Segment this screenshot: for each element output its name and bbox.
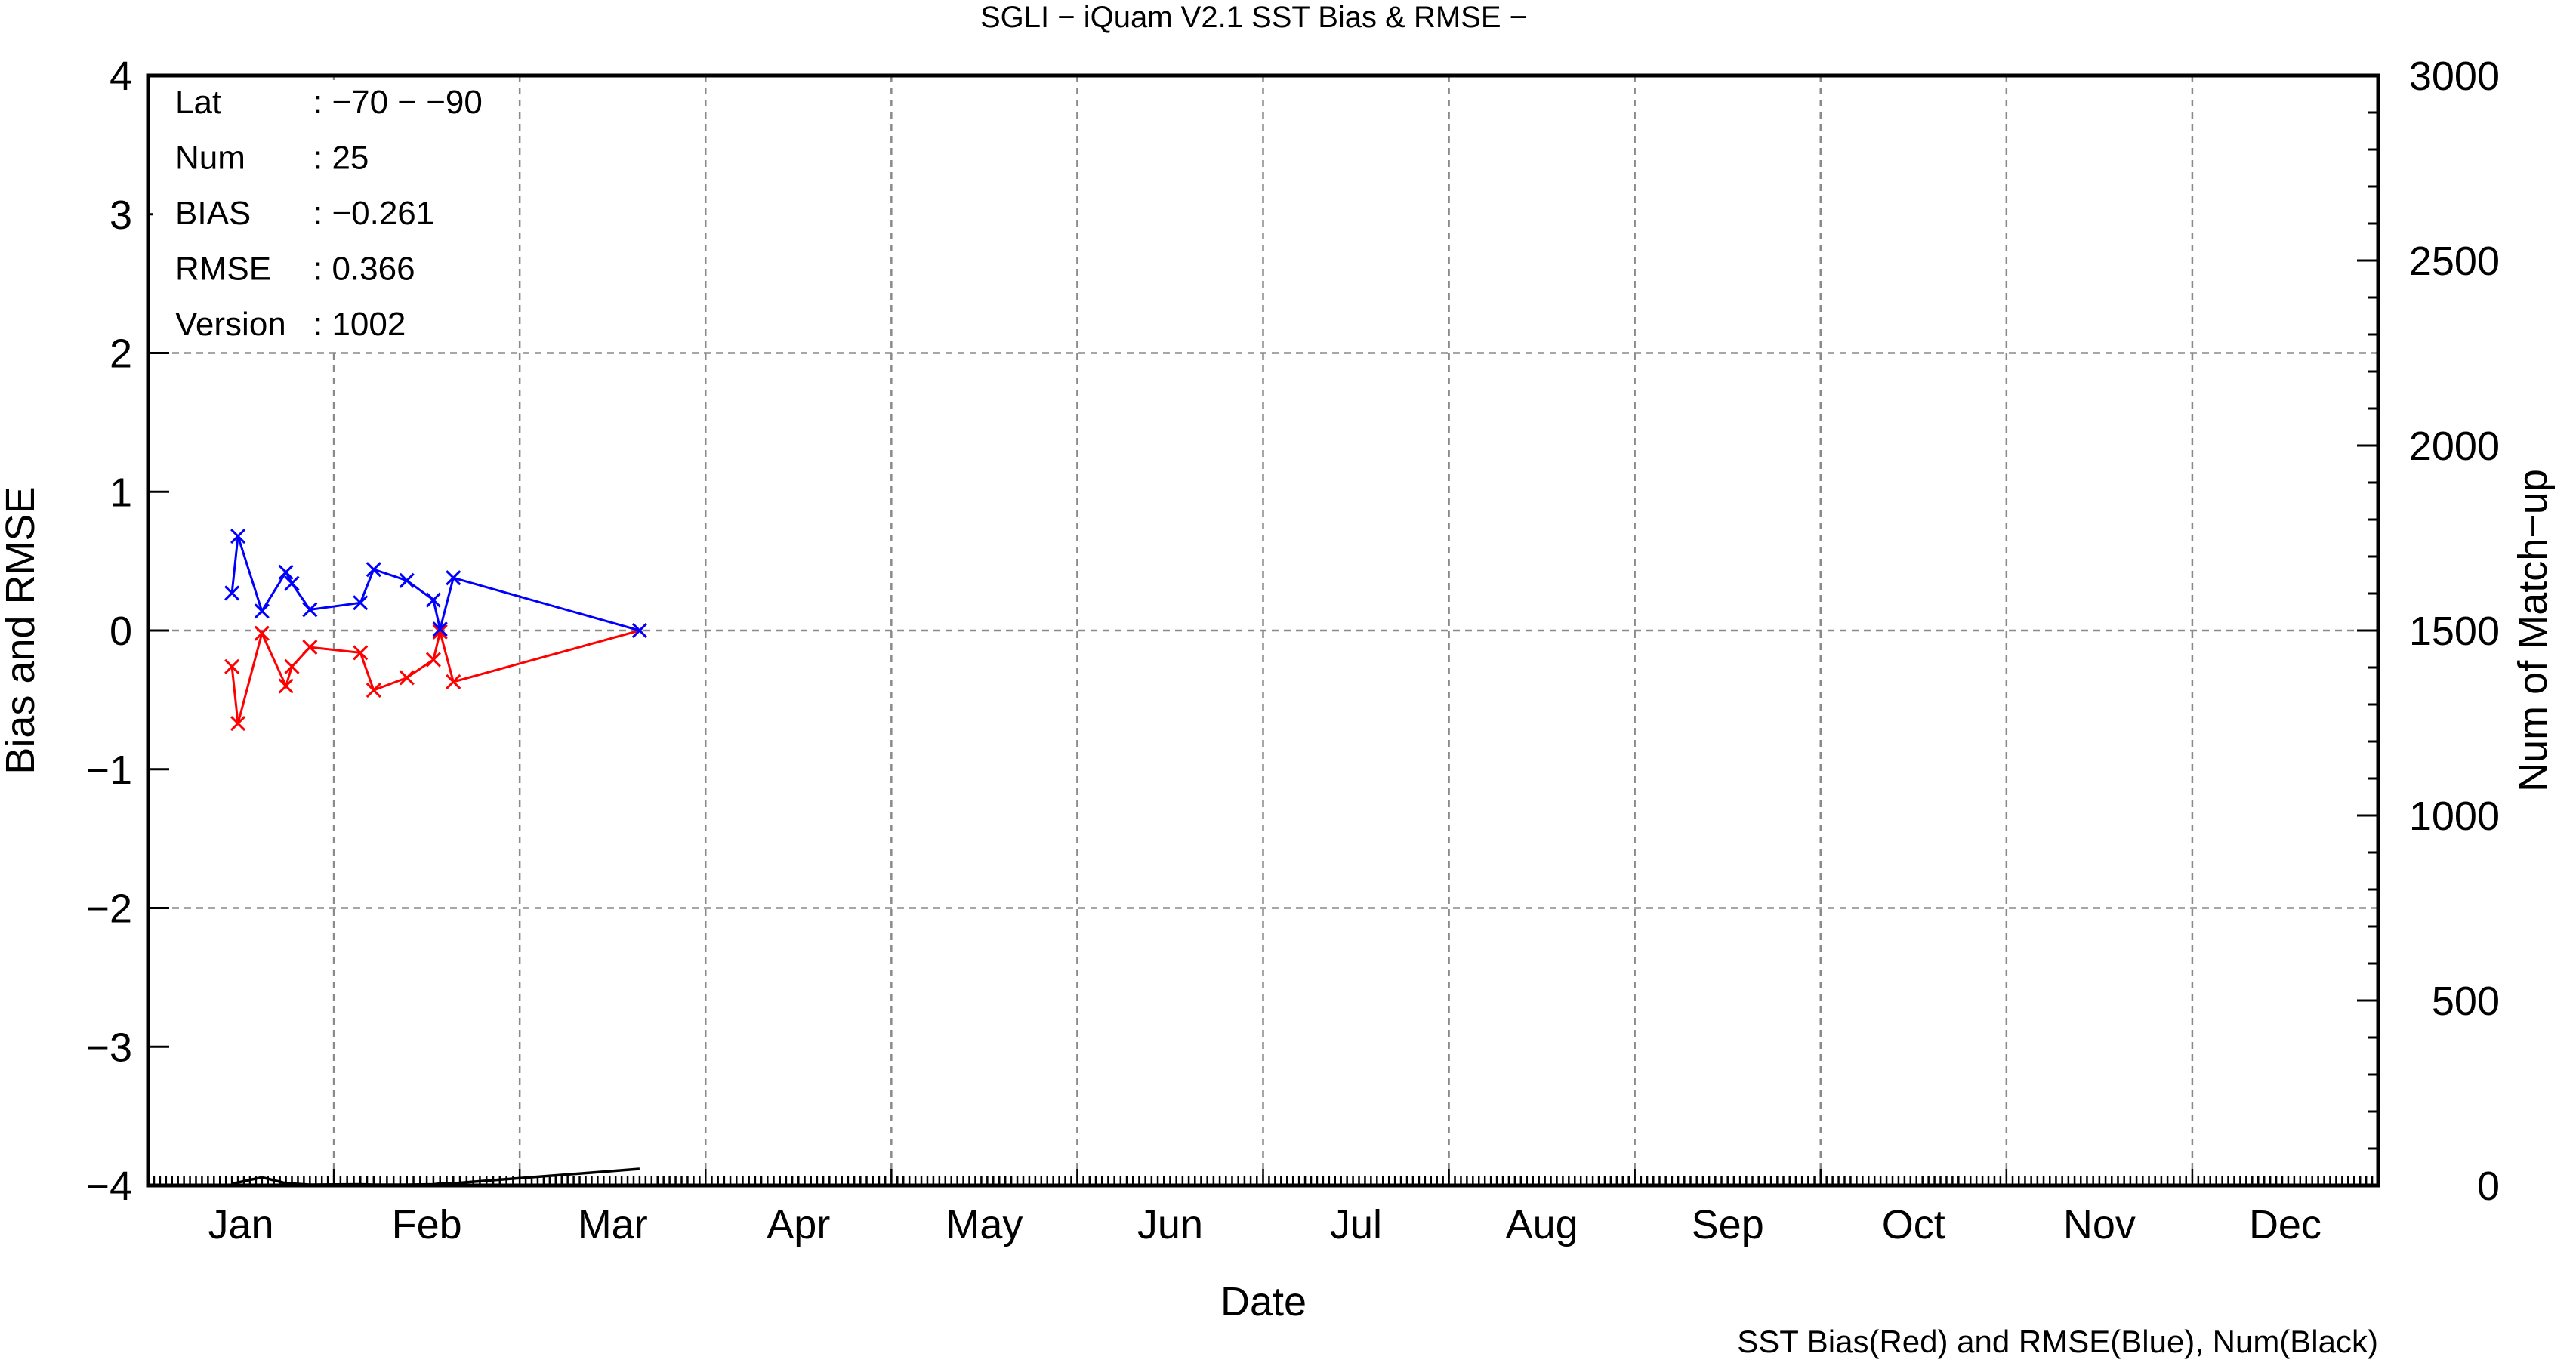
stat-label: Num xyxy=(175,140,245,177)
y-tick-label: −4 xyxy=(85,1164,132,1209)
stats-box: Lat : −70 − −90 Num : 25 BIAS : −0.261 RMSE : 0… xyxy=(153,80,507,352)
data-point-sst-bias xyxy=(284,658,300,674)
x-axis-label: Date xyxy=(1220,1279,1307,1324)
y-axis-label: Bias and RMSE xyxy=(0,486,43,774)
series-line-num xyxy=(231,1167,640,1186)
x-tick-label: May xyxy=(946,1202,1023,1247)
y2-axis-label: Num of Match−up xyxy=(2510,469,2556,792)
data-point-rmse xyxy=(631,622,647,639)
stat-label: Version xyxy=(175,306,286,343)
y-tick-label: 0 xyxy=(110,609,132,654)
x-tick-label: Oct xyxy=(1882,1202,1945,1247)
y2-tick-label: 500 xyxy=(2432,979,2500,1024)
x-tick-label: Sep xyxy=(1692,1202,1764,1247)
data-point-rmse xyxy=(399,572,415,588)
data-point-sst-bias xyxy=(432,624,448,640)
stats-background xyxy=(153,80,507,352)
data-point-rmse xyxy=(278,564,294,580)
data-point-rmse xyxy=(302,602,318,618)
stat-value: : −70 − −90 xyxy=(313,84,483,121)
data-point-sst-bias xyxy=(366,682,381,698)
x-tick-label: Jun xyxy=(1137,1202,1203,1247)
x-tick-label: Jan xyxy=(208,1202,274,1247)
x-tick-label: Nov xyxy=(2063,1202,2136,1247)
data-point-rmse xyxy=(284,575,300,591)
data-point-rmse xyxy=(432,621,448,637)
y2-tick-label: 1500 xyxy=(2409,609,2500,654)
y-tick-label: −3 xyxy=(85,1025,132,1070)
x-tick-label: Aug xyxy=(1506,1202,1578,1247)
chart-title: SGLI − iQuam V2.1 SST Bias & RMSE − xyxy=(980,1,1527,34)
grid xyxy=(148,76,2378,1186)
y-tick-label: 4 xyxy=(110,54,132,99)
tick-labels: Jan Feb Mar Apr May Jun Jul Aug Sep Oct Nov Dec 4 3 2 1… xyxy=(85,54,2500,1247)
data-point-sst-bias xyxy=(230,716,246,732)
stat-value: : 0.366 xyxy=(313,251,415,288)
data-point-sst-bias xyxy=(302,639,318,655)
y2-tick-label: 2500 xyxy=(2409,239,2500,284)
y2-tick-label: 3000 xyxy=(2409,54,2500,99)
x-tick-label: Jul xyxy=(1330,1202,1382,1247)
x-tick-label: Dec xyxy=(2249,1202,2321,1247)
y2-tick-label: 1000 xyxy=(2409,794,2500,839)
footnote: SST Bias(Red) and RMSE(Blue), Num(Black) xyxy=(1737,1324,2378,1359)
y-tick-label: 1 xyxy=(110,470,132,515)
y-tick-label: 3 xyxy=(110,193,132,238)
x-tick-label: Mar xyxy=(578,1202,648,1247)
stat-value: : −0.261 xyxy=(313,195,434,232)
x-tick-label: Apr xyxy=(767,1202,830,1247)
stat-value: : 1002 xyxy=(313,306,406,343)
data-point-rmse xyxy=(446,570,461,586)
data-point-sst-bias xyxy=(278,678,294,694)
stat-label: BIAS xyxy=(175,195,251,232)
y-tick-label: −1 xyxy=(85,748,132,793)
data-point-sst-bias xyxy=(254,625,270,641)
stat-label: RMSE xyxy=(175,251,271,288)
y-tick-label: −2 xyxy=(85,886,132,932)
data-point-sst-bias xyxy=(399,670,415,686)
y-tick-label: 2 xyxy=(110,331,132,377)
data-point-rmse xyxy=(230,528,246,544)
data-point-rmse xyxy=(224,585,240,601)
data-point-sst-bias xyxy=(425,652,441,668)
data-point-rmse xyxy=(366,562,381,578)
data-point-sst-bias xyxy=(353,645,369,661)
tick-marks xyxy=(147,74,2380,1187)
series-line-sst-bias xyxy=(230,629,640,724)
data-point-rmse xyxy=(254,603,270,619)
stat-label: Lat xyxy=(175,84,221,121)
x-tick-label: Feb xyxy=(392,1202,462,1247)
data-point-sst-bias xyxy=(446,674,461,690)
stat-value: : 25 xyxy=(313,140,369,177)
series-layer xyxy=(224,528,647,1186)
data-point-rmse xyxy=(353,595,369,611)
y2-tick-label: 0 xyxy=(2477,1164,2500,1209)
data-point-sst-bias xyxy=(224,658,240,674)
y2-tick-label: 2000 xyxy=(2409,424,2500,469)
data-point-rmse xyxy=(425,592,441,608)
